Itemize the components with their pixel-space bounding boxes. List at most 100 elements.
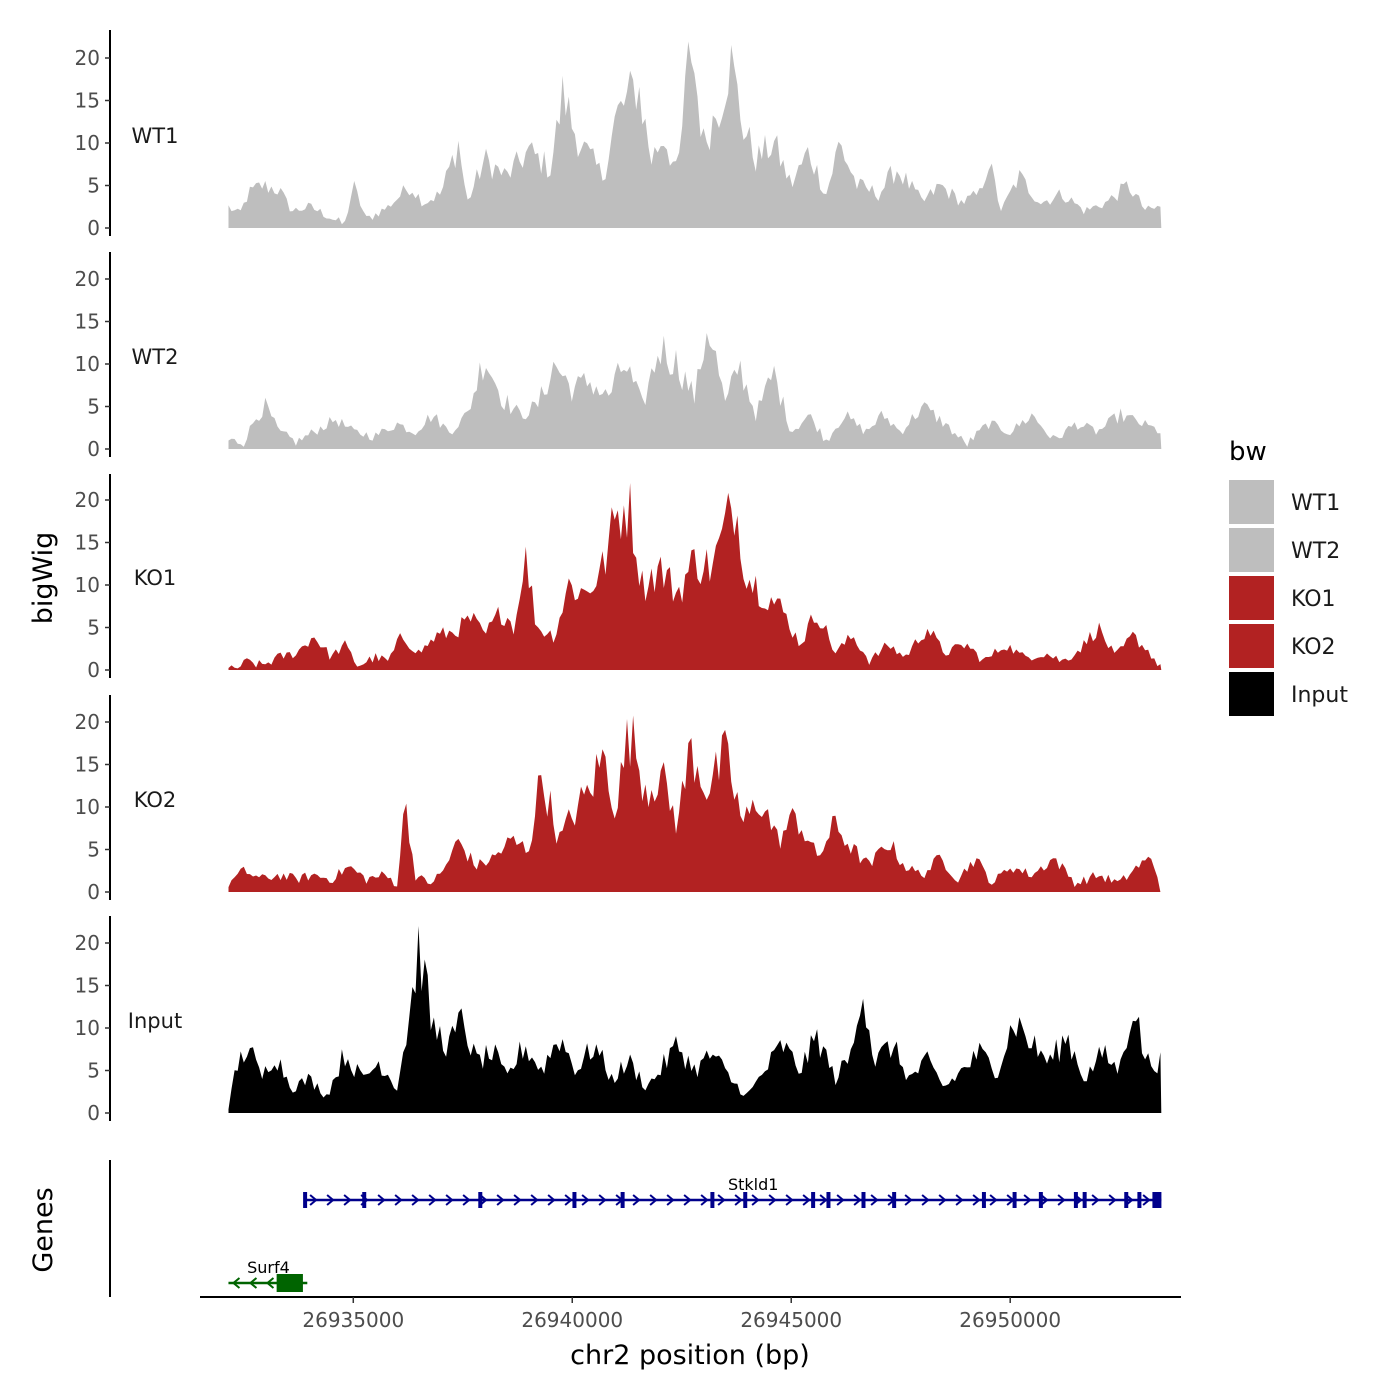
y-tick-label: 20 — [75, 488, 100, 512]
exon — [276, 1274, 303, 1292]
exon — [1038, 1192, 1043, 1208]
legend-swatch-ko2 — [1229, 624, 1274, 668]
y-tick-label: 10 — [75, 352, 100, 376]
strand-arrow — [1108, 1194, 1117, 1206]
strand-arrow — [870, 1194, 879, 1206]
strand-arrow — [921, 1194, 930, 1206]
y-tick-label: 20 — [75, 710, 100, 734]
strand-arrow — [666, 1194, 675, 1206]
strand-arrow — [972, 1194, 981, 1206]
strand-arrow — [632, 1194, 641, 1206]
strand-arrow — [768, 1194, 777, 1206]
legend-label-wt2: WT2 — [1291, 539, 1340, 564]
bigwig-tracks: 0 5 10 15 20 WT1 0 5 10 15 20 WT2 0 5 10 15 20 KO1 0 5 10 15 2… — [75, 30, 1162, 1125]
strand-arrow — [530, 1194, 539, 1206]
exon — [620, 1192, 625, 1208]
y-tick-label: 5 — [87, 395, 100, 419]
track-label: WT1 — [132, 124, 179, 148]
exon — [1012, 1192, 1017, 1208]
x-tick-label: 26935000 — [302, 1308, 404, 1332]
legend-label-wt1: WT1 — [1291, 491, 1340, 516]
strand-arrow — [411, 1194, 420, 1206]
exon — [861, 1192, 866, 1208]
y-tick-label: 5 — [87, 174, 100, 198]
legend-label-input: Input — [1291, 683, 1348, 708]
y-tick-label: 15 — [75, 974, 100, 998]
strand-arrow — [1142, 1194, 1151, 1206]
x-axis: 26935000 26940000 26945000 26950000 — [200, 1296, 1181, 1332]
y-tick-label: 5 — [87, 838, 100, 862]
y-tick-label: 0 — [87, 880, 100, 904]
x-tick-label: 26950000 — [959, 1308, 1061, 1332]
y-tick-label: 5 — [87, 1059, 100, 1083]
exon — [710, 1192, 715, 1208]
exon — [1124, 1192, 1129, 1208]
strand-arrow — [1057, 1194, 1066, 1206]
exon — [572, 1192, 577, 1208]
exon — [743, 1192, 748, 1208]
y-tick-label: 15 — [75, 531, 100, 555]
y-tick-label: 15 — [75, 89, 100, 113]
signal-area-wt2 — [228, 333, 1162, 449]
strand-arrow — [326, 1194, 335, 1206]
legend-label-ko1: KO1 — [1291, 587, 1336, 612]
strand-arrow — [700, 1194, 709, 1206]
strand-arrow — [496, 1194, 505, 1206]
strand-arrow — [248, 1277, 258, 1289]
y-axis-title: bigWig — [28, 532, 59, 625]
strand-arrow — [394, 1194, 403, 1206]
strand-arrow — [649, 1194, 658, 1206]
strand-arrow — [309, 1194, 318, 1206]
strand-arrow — [683, 1194, 692, 1206]
y-tick-label: 10 — [75, 131, 100, 155]
strand-arrow — [955, 1194, 964, 1206]
legend-swatch-input — [1229, 672, 1274, 716]
exon — [362, 1192, 367, 1208]
y-tick-label: 0 — [87, 1101, 100, 1125]
exon — [478, 1192, 483, 1208]
y-tick-label: 20 — [75, 46, 100, 70]
strand-arrow — [785, 1194, 794, 1206]
strand-arrow — [1040, 1194, 1049, 1206]
exon — [1073, 1192, 1078, 1208]
x-tick-label: 26940000 — [521, 1308, 623, 1332]
gene-surf4: Surf4 — [228, 1258, 308, 1292]
y-tick-label: 10 — [75, 795, 100, 819]
genes-panel: Stkld1 Surf4 — [109, 1160, 1162, 1297]
strand-arrow — [989, 1194, 998, 1206]
strand-arrow — [547, 1194, 556, 1206]
strand-arrow — [819, 1194, 828, 1206]
exon — [981, 1192, 986, 1208]
y-tick-label: 0 — [87, 437, 100, 461]
track-label: Input — [128, 1009, 182, 1033]
track-label: KO1 — [134, 566, 177, 590]
strand-arrow — [231, 1277, 241, 1289]
strand-arrow — [853, 1194, 862, 1206]
exon — [1152, 1192, 1162, 1208]
gene-label: Surf4 — [247, 1258, 290, 1277]
track-ko2: 0 5 10 15 20 KO2 — [75, 695, 1162, 904]
x-tick-label: 26945000 — [740, 1308, 842, 1332]
legend-swatch-ko1 — [1229, 576, 1274, 620]
track-label: WT2 — [132, 345, 179, 369]
strand-arrow — [513, 1194, 522, 1206]
strand-arrow — [428, 1194, 437, 1206]
legend-swatch-wt1 — [1229, 480, 1274, 524]
strand-arrow — [581, 1194, 590, 1206]
x-axis-title: chr2 position (bp) — [570, 1340, 810, 1371]
strand-arrow — [836, 1194, 845, 1206]
y-tick-label: 0 — [87, 658, 100, 682]
gene-stkld1: Stkld1 — [303, 1175, 1162, 1208]
exon — [303, 1192, 308, 1208]
strand-arrow — [717, 1194, 726, 1206]
strand-arrow — [598, 1194, 607, 1206]
exon — [1137, 1192, 1142, 1208]
signal-area-wt1 — [228, 41, 1162, 228]
legend: bw WT1 WT2 KO1 KO2 Input — [1229, 437, 1348, 716]
signal-area-ko1 — [228, 483, 1162, 670]
signal-area-ko2 — [228, 715, 1162, 892]
strand-arrow — [445, 1194, 454, 1206]
strand-arrow — [265, 1277, 275, 1289]
strand-arrow — [462, 1194, 471, 1206]
gene-label: Stkld1 — [728, 1175, 778, 1194]
